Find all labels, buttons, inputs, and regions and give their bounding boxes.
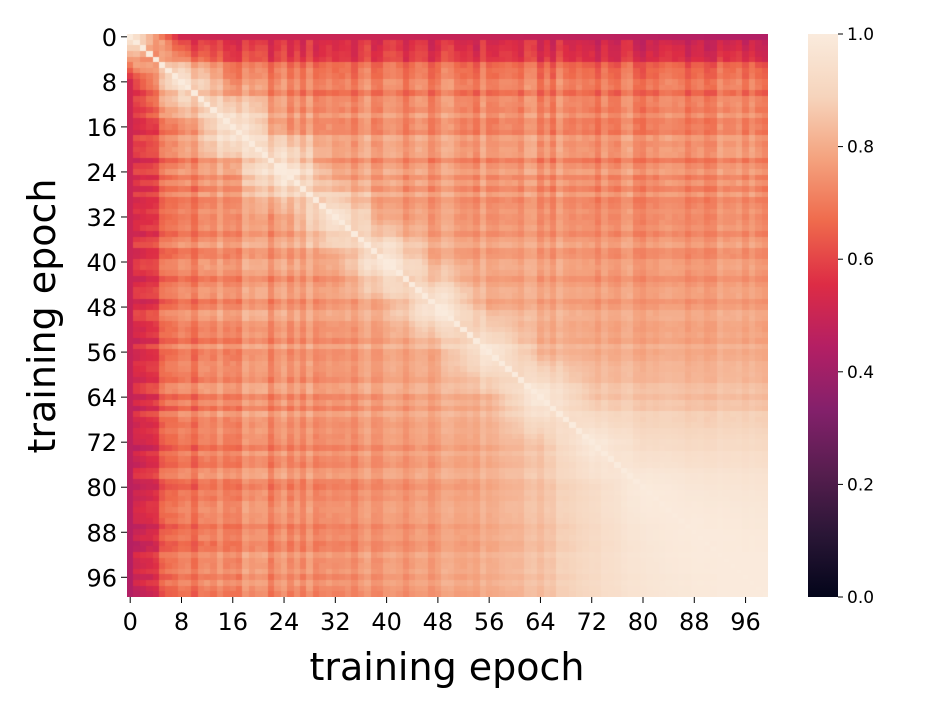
x-tick-label: 64	[525, 608, 556, 636]
x-tick-label: 80	[628, 608, 659, 636]
y-axis-title: training epoch	[20, 178, 64, 453]
x-tick-label: 96	[730, 608, 761, 636]
y-tick-label: 32	[86, 204, 117, 232]
y-tick-label: 88	[86, 519, 117, 547]
y-tick-label: 48	[86, 294, 117, 322]
y-tick-label: 8	[102, 69, 117, 97]
heatmap-cells	[127, 34, 768, 597]
y-tick-label: 96	[86, 564, 117, 592]
colorbar: 0.0 0.2 0.4 0.6 0.8 1.0	[808, 25, 874, 608]
x-tick-label: 24	[269, 608, 300, 636]
colorbar-tick-label: 0.2	[847, 475, 874, 495]
y-tick-label: 72	[86, 429, 117, 457]
y-axis: 0 8 16 24 32 40 48 56 64 72 80 88 96	[86, 24, 127, 592]
colorbar-scale	[808, 34, 838, 597]
colorbar-ticks: 0.0 0.2 0.4 0.6 0.8 1.0	[838, 25, 874, 608]
colorbar-tick-label: 0.8	[847, 138, 874, 158]
y-tick-label: 24	[86, 159, 117, 187]
colorbar-tick-label: 0.4	[847, 363, 874, 383]
x-tick-label: 8	[174, 608, 189, 636]
x-tick-label: 16	[217, 608, 248, 636]
x-tick-label: 0	[123, 608, 138, 636]
x-tick-label: 48	[423, 608, 454, 636]
y-tick-label: 16	[86, 114, 117, 142]
colorbar-tick-label: 0.0	[847, 588, 874, 608]
y-tick-label: 80	[86, 474, 117, 502]
x-tick-label: 32	[320, 608, 351, 636]
heatmap-plot-area	[127, 34, 768, 597]
y-tick-label: 0	[102, 24, 117, 52]
y-tick-label: 40	[86, 249, 117, 277]
y-tick-label: 56	[86, 339, 117, 367]
x-tick-label: 72	[576, 608, 607, 636]
x-tick-label: 40	[371, 608, 402, 636]
colorbar-tick-label: 0.6	[847, 250, 874, 270]
x-axis-title: training epoch	[309, 645, 584, 689]
colorbar-tick-label: 1.0	[847, 25, 874, 45]
x-tick-label: 56	[474, 608, 505, 636]
x-tick-label: 88	[679, 608, 710, 636]
x-axis: 0 8 16 24 32 40 48 56 64 72 80 88 96	[123, 597, 761, 636]
y-tick-label: 64	[86, 384, 117, 412]
